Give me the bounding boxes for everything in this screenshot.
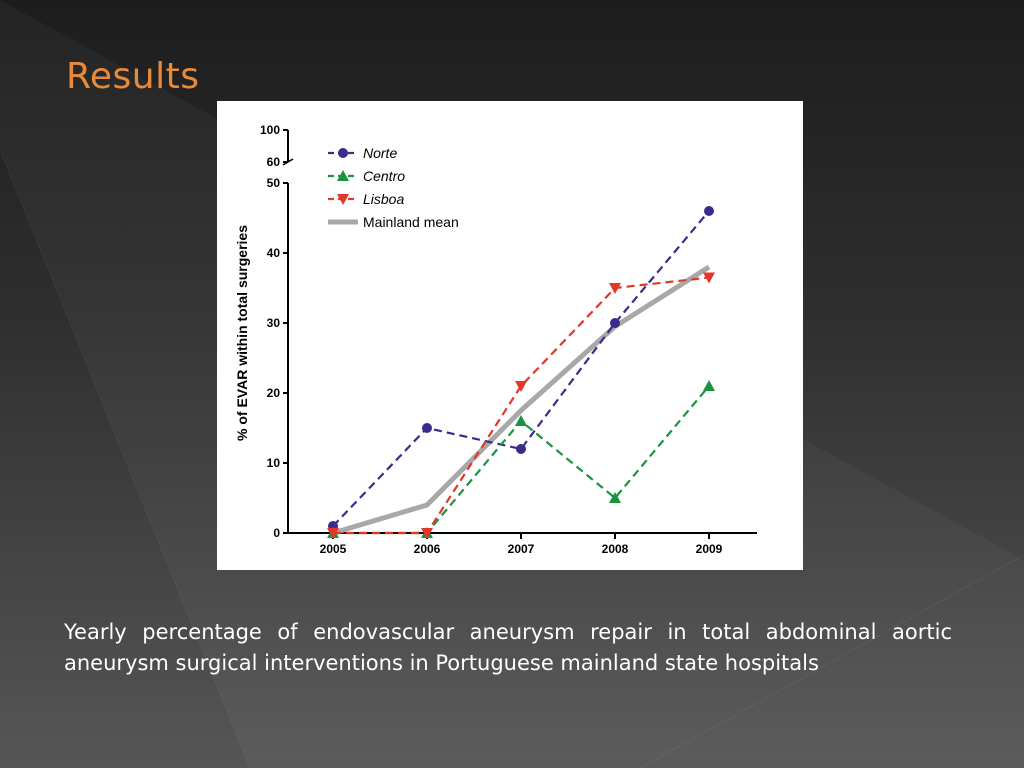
legend-marker [338,148,348,158]
data-point-norte [704,206,714,216]
y-axis-label: % of EVAR within total surgeries [234,225,250,441]
x-tick-label: 2006 [414,542,441,556]
x-tick-label: 2009 [696,542,723,556]
y-tick-label: 10 [267,456,281,470]
chart-panel: 0 10 20 30 40 50 60 100 2005 2006 2007 2008 2009 % of… [217,101,803,570]
legend-label: Norte [363,145,397,161]
series-line-norte [332,210,710,527]
data-point-norte [422,423,432,433]
legend-marker [337,170,349,181]
data-point-centro [515,415,527,426]
data-point-lisboa [703,272,715,284]
legend-marker [337,194,349,205]
y-tick-label: 20 [267,386,281,400]
y-tick-label: 30 [267,316,281,330]
series-line-lisboa [333,276,710,535]
y-tick-label: 40 [267,246,281,260]
y-tick-label: 60 [267,155,281,169]
data-point-centro [609,492,621,503]
legend-label: Centro [363,168,405,184]
line-chart: 0 10 20 30 40 50 60 100 2005 2006 2007 2008 2009 % of… [234,123,757,556]
y-tick-label: 100 [260,123,280,137]
slide-title: Results [66,56,200,97]
legend-label: Mainland mean [363,214,459,230]
slide-caption: Yearly percentage of endovascular aneury… [64,620,952,675]
x-tick-label: 2008 [602,542,629,556]
data-point-centro [703,380,715,391]
legend-label: Lisboa [363,191,404,207]
data-point-lisboa [421,528,433,539]
data-point-norte [516,444,526,454]
y-tick-label: 50 [267,176,281,190]
x-tick-label: 2007 [508,542,535,556]
series-line-mainland-mean [332,264,711,536]
data-point-norte [610,318,620,328]
data-point-lisboa [515,381,527,392]
y-tick-label: 0 [273,526,280,540]
x-tick-label: 2005 [320,542,347,556]
data-point-lisboa [327,528,339,539]
data-point-lisboa [609,283,621,294]
